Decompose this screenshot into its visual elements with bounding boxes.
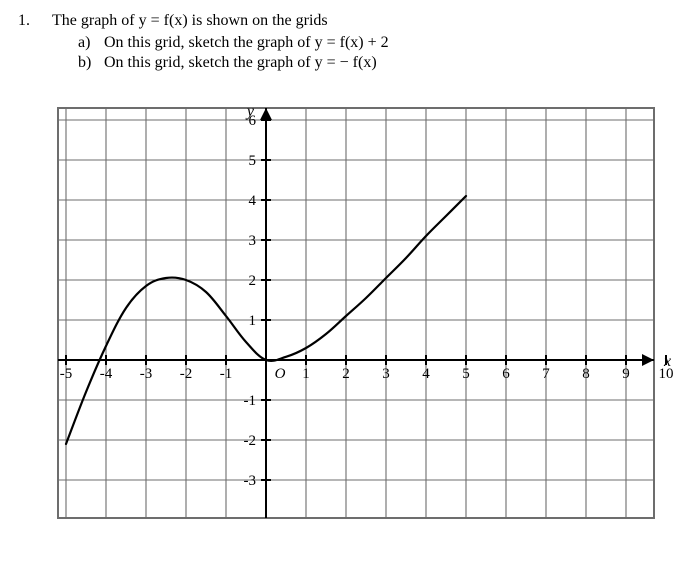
subpart-b-label: b) [78, 54, 100, 72]
svg-text:4: 4 [422, 366, 430, 382]
svg-text:x: x [663, 353, 671, 370]
subpart-b-text: On this grid, sketch the graph of y = − … [104, 54, 377, 71]
svg-text:3: 3 [249, 233, 257, 249]
svg-text:9: 9 [622, 366, 630, 382]
svg-text:1: 1 [249, 313, 257, 329]
svg-text:O: O [275, 366, 286, 382]
question-number: 1. [18, 12, 40, 30]
function-graph: -5-4-3-2-112345678910-3-2-1123456Oxy [20, 94, 680, 524]
svg-text:4: 4 [249, 193, 257, 209]
svg-text:5: 5 [462, 366, 470, 382]
svg-text:-1: -1 [244, 393, 257, 409]
svg-text:-4: -4 [100, 366, 113, 382]
subpart-a-text: On this grid, sketch the graph of y = f(… [104, 34, 389, 51]
svg-text:-3: -3 [140, 366, 153, 382]
subpart-a-label: a) [78, 34, 100, 52]
svg-text:6: 6 [502, 366, 510, 382]
subpart-a: a) On this grid, sketch the graph of y =… [78, 34, 682, 52]
svg-text:-3: -3 [244, 473, 257, 489]
svg-text:3: 3 [382, 366, 390, 382]
svg-text:2: 2 [342, 366, 350, 382]
svg-text:y: y [245, 103, 255, 120]
svg-text:-2: -2 [244, 433, 257, 449]
svg-text:-5: -5 [60, 366, 73, 382]
svg-text:-2: -2 [180, 366, 193, 382]
svg-text:1: 1 [302, 366, 310, 382]
svg-text:8: 8 [582, 366, 590, 382]
svg-text:-1: -1 [220, 366, 233, 382]
svg-text:2: 2 [249, 273, 257, 289]
svg-text:7: 7 [542, 366, 550, 382]
question-stem: The graph of y = f(x) is shown on the gr… [52, 12, 682, 30]
svg-text:5: 5 [249, 153, 257, 169]
subpart-b: b) On this grid, sketch the graph of y =… [78, 54, 682, 72]
